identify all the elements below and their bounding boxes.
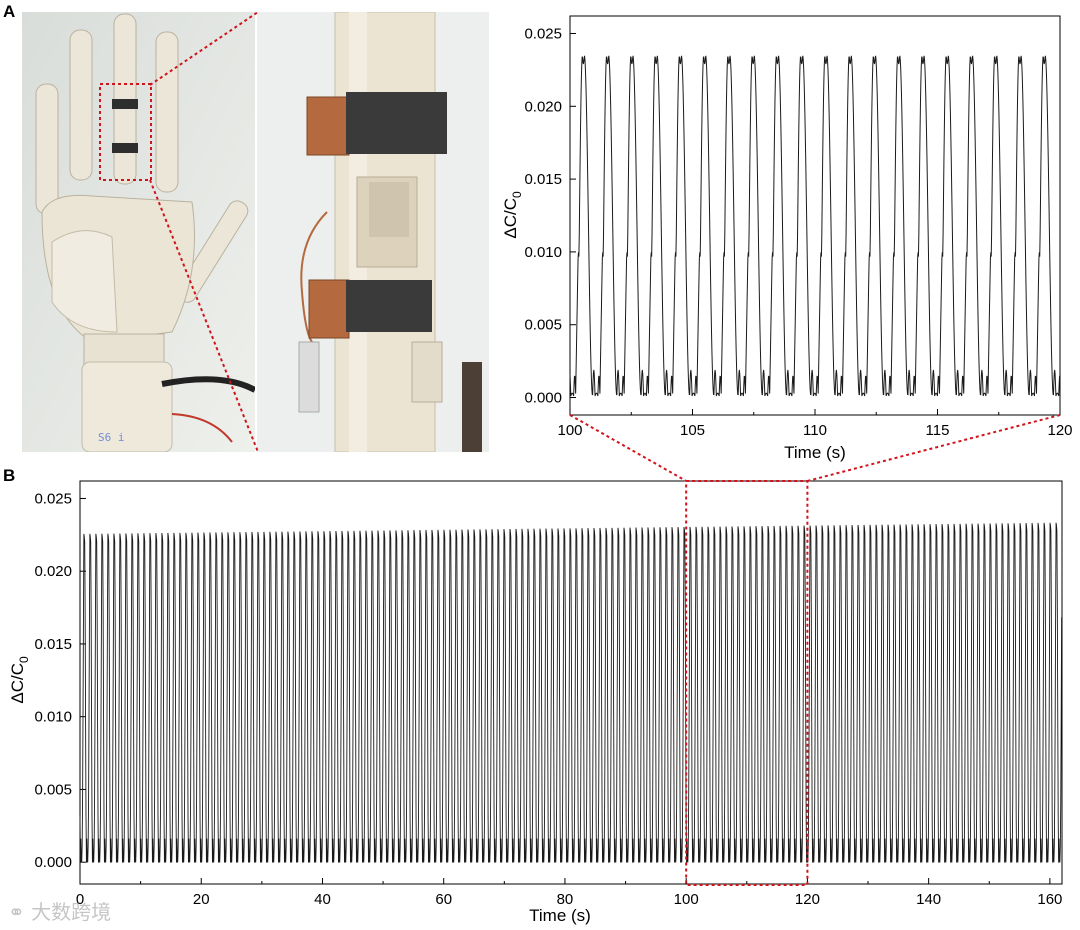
y-tick-label: 0.025: [524, 25, 562, 42]
chart-a-xlabel: Time (s): [784, 443, 846, 462]
chart-a-series-line: [569, 55, 1061, 397]
photo-zoom-connector-top: [149, 11, 259, 86]
chart-b: 0.000 0.005 0.010 0.015 0.020 0.025 0 20 40 60 80…: [8, 480, 1063, 925]
copper-electrode-lower: [308, 279, 350, 339]
x-tick-label: 40: [314, 891, 331, 908]
sticker-text: S6 i: [98, 431, 125, 444]
y-tick-label: 0.010: [34, 709, 72, 726]
x-tick-label: 100: [557, 422, 582, 439]
chart-b-series-line: [79, 522, 1063, 863]
y-tick-label: 0.020: [34, 563, 72, 580]
x-tick-label: 0: [76, 891, 84, 908]
watermark: ⚭ 大数跨境: [8, 900, 112, 924]
y-tick-label: 0.015: [524, 171, 562, 188]
x-tick-label: 100: [674, 891, 699, 908]
chart-b-zoom-box: [685, 480, 809, 886]
x-tick-label: 120: [795, 891, 820, 908]
y-tick-label: 0.010: [524, 244, 562, 261]
x-tick-label: 160: [1037, 891, 1062, 908]
x-tick-label: 80: [557, 891, 574, 908]
x-tick-label: 60: [435, 891, 452, 908]
y-tick-label: 0.005: [524, 317, 562, 334]
chart-a-frame: [569, 15, 1061, 416]
x-tick-label: 110: [803, 422, 827, 439]
copper-electrode-upper: [306, 96, 350, 156]
zoom-connector-left: [569, 414, 687, 482]
y-tick-label: 0.000: [34, 854, 72, 871]
y-tick-label: 0.025: [34, 490, 72, 507]
x-tick-label: 140: [916, 891, 941, 908]
chart-b-ylabel: ΔC/C0: [8, 656, 31, 704]
photo-zoom-box: [99, 83, 152, 181]
y-tick-label: 0.000: [524, 390, 562, 407]
chart-b-xlabel: Time (s): [529, 906, 591, 925]
x-tick-label: 120: [1047, 422, 1072, 439]
y-tick-label: 0.020: [524, 98, 562, 115]
chart-a-ylabel: ΔC/C0: [501, 191, 524, 239]
x-tick-label: 20: [193, 891, 210, 908]
x-tick-label: 105: [680, 422, 705, 439]
fabric-sensor-upper: [346, 92, 447, 154]
sensor-closeup-photo: [257, 12, 489, 452]
fabric-sensor-lower: [346, 280, 432, 332]
robot-hand-photo: S6 i: [22, 12, 255, 452]
panel-b-label: B: [3, 466, 16, 485]
y-tick-label: 0.015: [34, 636, 72, 653]
chart-a: 0.000 0.005 0.010 0.015 0.020 0.025 100 105 110…: [501, 15, 1073, 462]
panel-a-label: A: [3, 2, 16, 21]
x-tick-label: 115: [926, 422, 950, 439]
zoom-connector-right: [807, 414, 1061, 482]
photo-zoom-connector-bottom: [149, 179, 259, 453]
y-tick-label: 0.005: [34, 781, 72, 798]
